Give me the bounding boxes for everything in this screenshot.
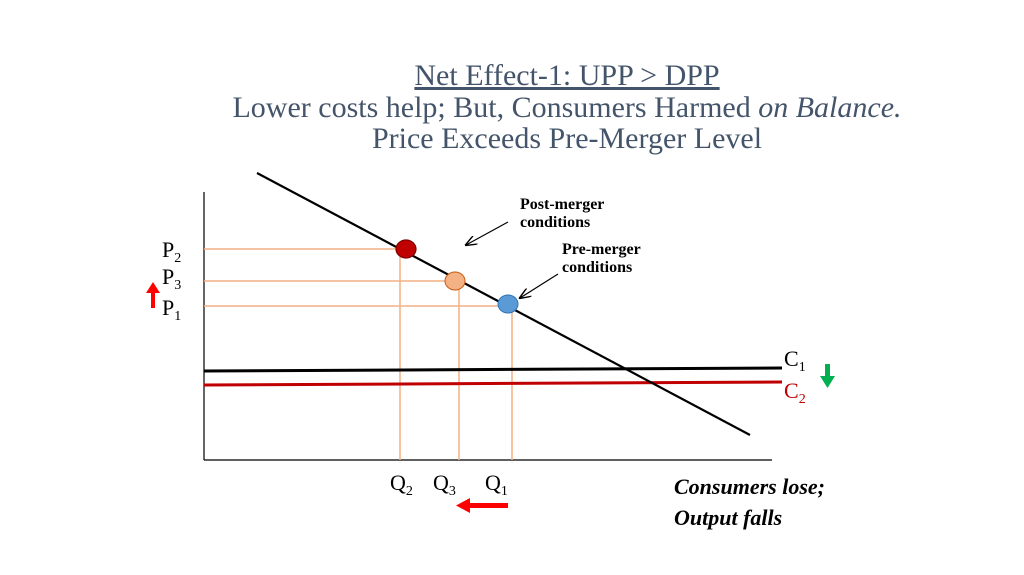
label-p1: P1 <box>162 295 181 324</box>
output-left-arrow-icon <box>456 498 508 513</box>
note-consumers-lose: Consumers lose; <box>674 474 825 499</box>
title-line-3: Price Exceeds Pre-Merger Level <box>371 122 763 155</box>
label-q2: Q2 <box>390 470 413 499</box>
label-p2: P2 <box>162 237 181 266</box>
pre-merger-point <box>497 294 519 314</box>
guide-lines <box>204 248 513 460</box>
post-merger-pointer-arrow <box>466 221 509 245</box>
label-p3: P3 <box>162 264 181 293</box>
pre-merger-label-1: Pre-merger <box>562 241 641 258</box>
price-up-arrow-icon <box>146 282 160 308</box>
note-output-falls: Output falls <box>674 505 783 530</box>
pre-merger-pointer-arrow <box>520 273 559 298</box>
title-line-1: Net Effect-1: UPP > DPP <box>414 59 720 92</box>
cost-line-c1 <box>203 366 783 373</box>
intermediate-point <box>444 271 466 291</box>
post-merger-point <box>395 239 417 259</box>
label-c2: C2 <box>784 378 806 407</box>
label-q1: Q1 <box>485 470 508 499</box>
cost-line-c2 <box>203 380 783 387</box>
post-merger-label-2: conditions <box>520 214 590 231</box>
label-c1: C1 <box>784 346 806 375</box>
post-merger-label-1: Post-merger <box>520 196 604 213</box>
label-q3: Q3 <box>433 470 456 499</box>
pre-merger-label-2: conditions <box>562 259 632 276</box>
cost-down-arrow-icon <box>820 364 835 388</box>
title-line-2: Lower costs help; But, Consumers Harmed … <box>232 91 902 124</box>
